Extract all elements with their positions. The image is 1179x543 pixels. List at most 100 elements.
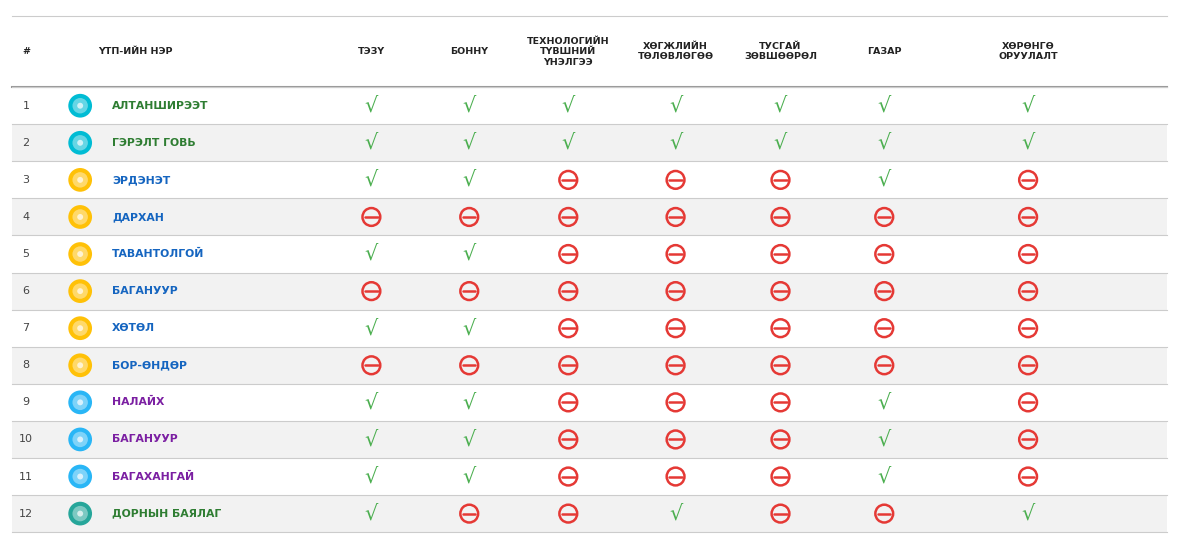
Text: БОР-ӨНДӨР: БОР-ӨНДӨР	[112, 360, 187, 370]
Ellipse shape	[72, 469, 88, 484]
Text: 9: 9	[22, 397, 29, 407]
Text: √: √	[561, 96, 575, 116]
Text: ТЭЗҮ: ТЭЗҮ	[357, 47, 386, 56]
Text: √: √	[462, 170, 476, 190]
Text: √: √	[364, 393, 378, 412]
Ellipse shape	[68, 205, 92, 229]
Text: √: √	[364, 503, 378, 523]
Text: √: √	[877, 170, 891, 190]
Text: 1: 1	[22, 100, 29, 111]
Ellipse shape	[77, 362, 84, 368]
Ellipse shape	[77, 288, 84, 294]
Bar	[12, 495, 1167, 532]
Ellipse shape	[68, 465, 92, 488]
Ellipse shape	[72, 395, 88, 410]
Ellipse shape	[68, 94, 92, 118]
Text: 10: 10	[19, 434, 33, 444]
Ellipse shape	[77, 251, 84, 257]
Text: √: √	[462, 393, 476, 412]
Ellipse shape	[72, 358, 88, 373]
Text: √: √	[668, 503, 683, 523]
Text: 7: 7	[22, 323, 29, 333]
Ellipse shape	[68, 317, 92, 340]
Text: √: √	[1021, 133, 1035, 153]
Text: √: √	[364, 96, 378, 116]
Ellipse shape	[77, 437, 84, 443]
Ellipse shape	[68, 390, 92, 414]
Text: √: √	[1021, 503, 1035, 523]
Text: √: √	[364, 170, 378, 190]
Ellipse shape	[72, 98, 88, 113]
Text: √: √	[462, 318, 476, 338]
Text: √: √	[462, 133, 476, 153]
Text: ДОРНЫН БАЯЛАГ: ДОРНЫН БАЯЛАГ	[112, 509, 222, 519]
Ellipse shape	[77, 140, 84, 146]
Bar	[12, 87, 1167, 124]
Text: ХӨРӨНГӨ
ОРУУЛАЛТ: ХӨРӨНГӨ ОРУУЛАЛТ	[999, 42, 1058, 61]
Text: ЭРДЭНЭТ: ЭРДЭНЭТ	[112, 175, 170, 185]
Text: √: √	[462, 244, 476, 264]
Ellipse shape	[72, 320, 88, 336]
Text: √: √	[364, 133, 378, 153]
Ellipse shape	[77, 473, 84, 479]
Ellipse shape	[68, 502, 92, 526]
Text: ТАВАНТОЛГОЙ: ТАВАНТОЛГОЙ	[112, 249, 204, 259]
Ellipse shape	[68, 242, 92, 266]
Text: √: √	[364, 430, 378, 450]
Text: √: √	[668, 133, 683, 153]
Text: 8: 8	[22, 360, 29, 370]
Text: #: #	[22, 47, 29, 56]
Bar	[12, 124, 1167, 161]
Text: √: √	[877, 466, 891, 487]
Text: ҮТП-ИЙН НЭР: ҮТП-ИЙН НЭР	[98, 47, 173, 56]
Ellipse shape	[72, 209, 88, 225]
Text: √: √	[364, 318, 378, 338]
Text: 4: 4	[22, 212, 29, 222]
Ellipse shape	[68, 131, 92, 155]
Ellipse shape	[72, 506, 88, 521]
Ellipse shape	[77, 510, 84, 516]
Text: √: √	[364, 466, 378, 487]
Text: √: √	[668, 96, 683, 116]
Bar	[12, 347, 1167, 384]
Text: 6: 6	[22, 286, 29, 296]
Text: ГАЗАР: ГАЗАР	[867, 47, 902, 56]
Text: 3: 3	[22, 175, 29, 185]
Ellipse shape	[77, 325, 84, 331]
Bar	[12, 198, 1167, 236]
Text: √: √	[364, 244, 378, 264]
Text: ХӨТӨЛ: ХӨТӨЛ	[112, 323, 156, 333]
Text: √: √	[1021, 96, 1035, 116]
Ellipse shape	[68, 427, 92, 451]
Text: √: √	[877, 96, 891, 116]
Text: ТЕХНОЛОГИЙН
ТҮВШНИЙ
ҮНЭЛГЭЭ: ТЕХНОЛОГИЙН ТҮВШНИЙ ҮНЭЛГЭЭ	[527, 37, 610, 67]
Text: √: √	[561, 133, 575, 153]
Ellipse shape	[77, 400, 84, 405]
Bar	[12, 384, 1167, 421]
Text: 11: 11	[19, 471, 33, 482]
Text: БАГАНУУР: БАГАНУУР	[112, 434, 178, 444]
Bar	[12, 310, 1167, 347]
Bar	[12, 161, 1167, 198]
Text: 5: 5	[22, 249, 29, 259]
Text: √: √	[877, 430, 891, 450]
Text: √: √	[773, 96, 788, 116]
Text: √: √	[773, 133, 788, 153]
Text: ДАРХАН: ДАРХАН	[112, 212, 164, 222]
Text: БОННҮ: БОННҮ	[450, 47, 488, 56]
Ellipse shape	[68, 168, 92, 192]
Ellipse shape	[77, 214, 84, 220]
Text: ГЭРЭЛТ ГОВЬ: ГЭРЭЛТ ГОВЬ	[112, 138, 196, 148]
Ellipse shape	[72, 432, 88, 447]
Ellipse shape	[77, 103, 84, 109]
Text: √: √	[462, 466, 476, 487]
Text: 2: 2	[22, 138, 29, 148]
Text: √: √	[877, 133, 891, 153]
Text: 12: 12	[19, 509, 33, 519]
Text: БАГАХАНГАЙ: БАГАХАНГАЙ	[112, 471, 195, 482]
Ellipse shape	[72, 135, 88, 150]
Text: ТУСГАЙ
ЗӨВШӨӨРӨЛ: ТУСГАЙ ЗӨВШӨӨРӨЛ	[744, 42, 817, 61]
Ellipse shape	[68, 279, 92, 303]
Text: √: √	[877, 393, 891, 412]
Bar	[12, 273, 1167, 310]
